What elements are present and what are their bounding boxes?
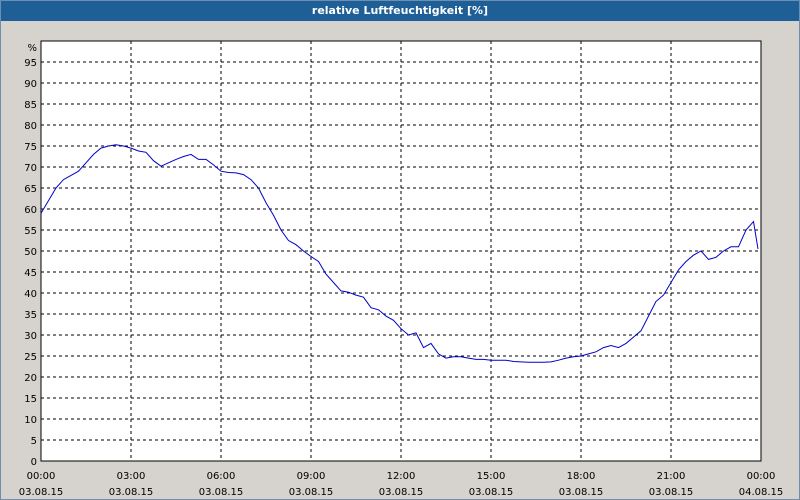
y-tick-label: 80 bbox=[24, 121, 37, 132]
y-tick-label: 5 bbox=[31, 436, 37, 447]
y-tick-label: 15 bbox=[24, 394, 37, 405]
y-tick-label: 0 bbox=[31, 457, 37, 468]
x-tick-date-label: 03.08.15 bbox=[289, 487, 334, 498]
x-tick-time-label: 21:00 bbox=[657, 471, 686, 482]
x-tick-date-label: 03.08.15 bbox=[19, 487, 64, 498]
humidity-series-line bbox=[40, 144, 759, 363]
x-tick-time-label: 06:00 bbox=[207, 471, 236, 482]
y-tick-label: 75 bbox=[24, 142, 37, 153]
y-tick-label: 30 bbox=[24, 331, 37, 342]
y-tick-label: 35 bbox=[24, 310, 37, 321]
y-tick-label: 55 bbox=[24, 226, 37, 237]
y-tick-label: 25 bbox=[24, 352, 37, 363]
y-axis-unit-label: % bbox=[27, 43, 37, 54]
x-tick-time-label: 00:00 bbox=[27, 471, 56, 482]
x-tick-time-label: 12:00 bbox=[387, 471, 416, 482]
y-tick-label: 50 bbox=[24, 247, 37, 258]
y-tick-label: 20 bbox=[24, 373, 37, 384]
window-title: relative Luftfeuchtigkeit [%] bbox=[1, 1, 799, 21]
x-tick-time-label: 03:00 bbox=[117, 471, 146, 482]
x-tick-date-label: 04.08.15 bbox=[739, 487, 784, 498]
y-tick-label: 65 bbox=[24, 184, 37, 195]
x-tick-date-label: 03.08.15 bbox=[469, 487, 514, 498]
y-tick-label: 70 bbox=[24, 163, 37, 174]
y-tick-label: 90 bbox=[24, 79, 37, 90]
y-tick-label: 45 bbox=[24, 268, 37, 279]
x-tick-date-label: 03.08.15 bbox=[649, 487, 694, 498]
y-tick-label: 10 bbox=[24, 415, 37, 426]
plot-frame bbox=[40, 40, 762, 462]
x-tick-time-label: 09:00 bbox=[297, 471, 326, 482]
y-tick-label: 95 bbox=[24, 58, 37, 69]
y-tick-label: 85 bbox=[24, 100, 37, 111]
x-tick-date-label: 03.08.15 bbox=[559, 487, 604, 498]
x-tick-date-label: 03.08.15 bbox=[109, 487, 154, 498]
x-tick-time-label: 00:00 bbox=[747, 471, 776, 482]
y-tick-label: 40 bbox=[24, 289, 37, 300]
x-tick-time-label: 15:00 bbox=[477, 471, 506, 482]
y-tick-label: 60 bbox=[24, 205, 37, 216]
x-tick-time-label: 18:00 bbox=[567, 471, 596, 482]
x-tick-date-label: 03.08.15 bbox=[199, 487, 244, 498]
x-tick-date-label: 03.08.15 bbox=[379, 487, 424, 498]
